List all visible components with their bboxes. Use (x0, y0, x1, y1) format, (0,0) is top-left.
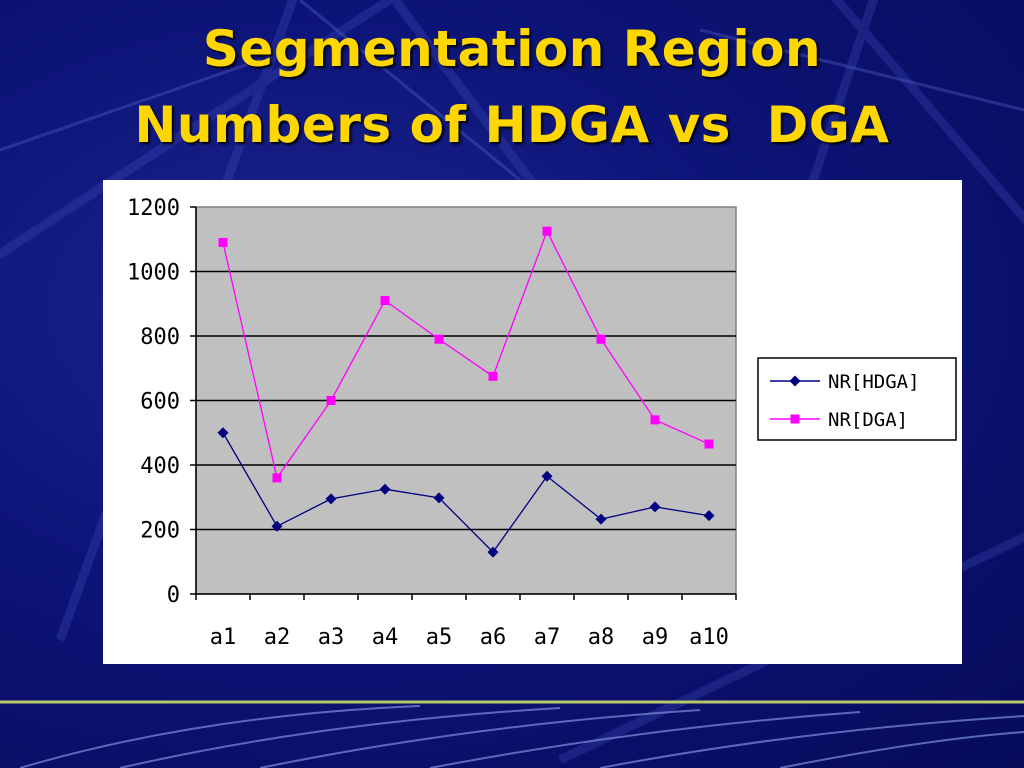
data-point-hdga (703, 510, 715, 522)
x-tick-label: a6 (480, 625, 507, 650)
data-point-dga (542, 226, 552, 236)
y-tick-label: 1000 (127, 261, 180, 286)
series-hdga (217, 427, 715, 558)
data-point-dga (218, 237, 228, 247)
data-point-dga (326, 396, 336, 405)
series-line-hdga (222, 432, 710, 554)
chart-panel: 0 200 400 600 800 1000 1200 a1 a2 a3 a4 a5 a6 a7 a8 a9 a… (103, 180, 962, 664)
x-tick-label: a10 (689, 625, 729, 650)
data-point-hdga (217, 427, 229, 439)
slide-title-line-1: Segmentation Region (202, 20, 822, 78)
data-point-hdga (325, 493, 337, 505)
y-tick-label: 200 (140, 519, 180, 544)
x-tick-label: a1 (210, 625, 237, 650)
legend-marker-dga (790, 414, 800, 424)
data-point-dga (596, 334, 606, 344)
x-tick-label: a8 (588, 625, 615, 650)
y-tick-label: 800 (140, 325, 180, 350)
data-point-dga (650, 415, 660, 425)
x-tick-label: a9 (642, 625, 669, 650)
data-point-hdga (271, 520, 283, 532)
x-tick-label: a4 (372, 625, 399, 650)
y-tick-label: 0 (167, 583, 180, 608)
data-point-hdga (595, 513, 607, 525)
data-point-hdga (433, 492, 445, 504)
legend-label-dga: NR[DGA] (828, 409, 908, 431)
x-tick-label: a2 (264, 625, 291, 650)
legend-box (757, 357, 957, 441)
legend-label-hdga: NR[HDGA] (828, 371, 920, 393)
y-tick-label: 600 (140, 390, 180, 415)
data-point-dga (704, 439, 714, 449)
y-tick-label: 400 (140, 454, 180, 479)
x-tick-label: a3 (318, 625, 345, 650)
line-chart: 0 200 400 600 800 1000 1200 a1 a2 a3 a4 a5 a6 a7 a8 a9 a… (127, 196, 957, 650)
x-tick-label: a5 (426, 625, 453, 650)
series-dga (218, 226, 714, 483)
legend-marker-hdga (789, 375, 801, 387)
data-point-hdga (649, 501, 661, 513)
y-tick-label: 1200 (127, 196, 180, 221)
data-point-hdga (379, 483, 391, 495)
x-tick-label: a7 (534, 625, 561, 650)
data-point-dga (272, 473, 282, 483)
series-line-dga (222, 229, 710, 480)
data-point-dga (488, 371, 498, 381)
data-point-hdga (487, 546, 499, 558)
slide-title-line-2: Numbers of HDGA vs DGA (134, 96, 890, 154)
data-point-dga (434, 334, 444, 344)
data-point-dga (380, 296, 390, 306)
data-point-hdga (541, 470, 553, 482)
